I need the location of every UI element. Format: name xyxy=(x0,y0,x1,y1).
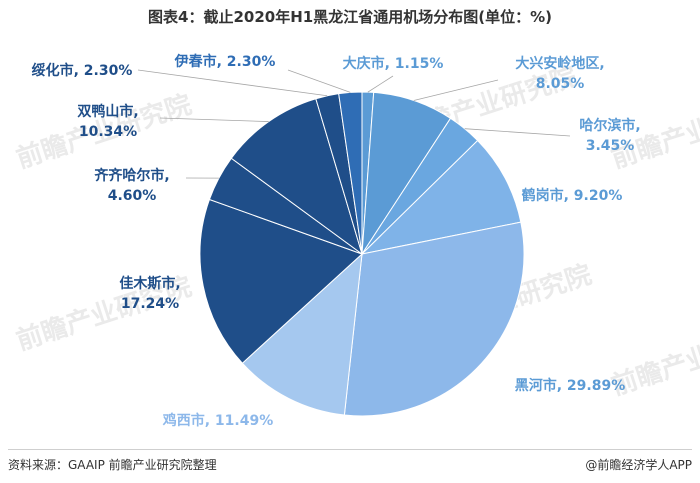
slice-label-value: 8.05% xyxy=(536,76,585,92)
pie-slice xyxy=(241,252,363,416)
pie-slice xyxy=(360,139,522,255)
leader-lines xyxy=(137,69,571,179)
slice-label: 伊春市, 2.30% xyxy=(174,53,276,70)
slice-labels: 大庆市, 1.15% 大兴安岭地区, 8.05% 哈尔滨市, 3.45% 鹤岗市, 9.2… xyxy=(32,53,641,429)
slice-label: 齐齐哈尔市, 4.60% xyxy=(94,167,169,204)
slice-label-name: 大兴安岭地区, xyxy=(515,55,604,72)
pie-slice xyxy=(199,198,363,364)
slice-label: 绥化市, 2.30% xyxy=(32,62,133,79)
pie-slice xyxy=(338,91,363,255)
slice-label: 大兴安岭地区, 8.05% xyxy=(515,55,604,92)
slice-label-name: 哈尔滨市, xyxy=(579,117,640,134)
slice-label: 哈尔滨市, 3.45% xyxy=(579,117,640,154)
slice-label-value: 4.60% xyxy=(108,188,157,204)
slice-label-value: 3.45% xyxy=(586,138,635,154)
leader-line xyxy=(159,117,269,122)
slice-label-name: 双鸭山市, xyxy=(77,103,138,120)
pie-slices xyxy=(199,91,525,417)
source-note: 资料来源：GAAIP 前瞻产业研究院整理 xyxy=(8,458,217,472)
footer-divider xyxy=(8,449,692,450)
slice-label-name: 齐齐哈尔市, xyxy=(94,167,169,184)
slice-label-name: 佳木斯市, xyxy=(119,275,180,292)
chart-title: 图表4：截止2020年H1黑龙江省通用机场分布图(单位：%) xyxy=(148,8,552,26)
leader-line xyxy=(367,75,394,93)
leader-line xyxy=(413,79,499,101)
slice-label: 黑河市, 29.89% xyxy=(515,377,626,394)
slice-label: 佳木斯市, 17.24% xyxy=(119,275,180,312)
pie-slice xyxy=(343,221,525,417)
slice-label: 双鸭山市, 10.34% xyxy=(77,103,138,140)
leader-line xyxy=(137,69,328,97)
slice-label: 鹤岗市, 9.20% xyxy=(522,187,623,204)
credit-note: @前瞻经济学人APP xyxy=(585,458,692,472)
leader-line xyxy=(464,128,571,137)
slice-label: 鸡西市, 11.49% xyxy=(162,412,274,429)
slice-label-value: 17.24% xyxy=(121,296,179,312)
leader-line xyxy=(287,69,351,93)
slice-label-value: 10.34% xyxy=(79,124,137,140)
pie-chart: 前瞻产业研究院前瞻产业研究院前瞻产业研究院前瞻产业研究院前瞻产业研究院前瞻产业研… xyxy=(13,53,700,429)
slice-label: 大庆市, 1.15% xyxy=(343,55,444,72)
